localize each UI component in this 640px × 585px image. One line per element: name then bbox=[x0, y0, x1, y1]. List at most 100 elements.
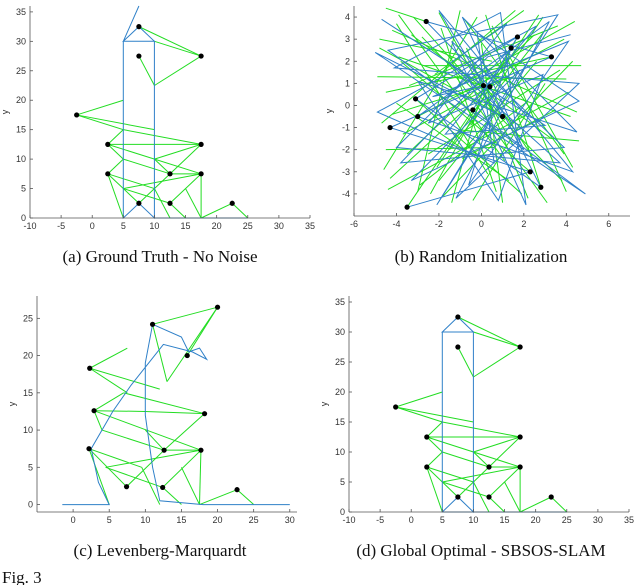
loop-edge bbox=[76, 99, 124, 116]
y-tick-label: 25 bbox=[23, 313, 33, 323]
node-point bbox=[160, 484, 166, 491]
loop-edge bbox=[426, 466, 474, 483]
loop-edge bbox=[145, 410, 205, 415]
loop-edge bbox=[488, 496, 505, 513]
loop-edge bbox=[473, 331, 521, 348]
loop-edge bbox=[166, 306, 218, 382]
x-tick-label: 2 bbox=[521, 219, 526, 229]
x-tick-label: -10 bbox=[23, 221, 36, 231]
node-point bbox=[198, 141, 204, 147]
loop-edge bbox=[154, 143, 202, 160]
node-point bbox=[136, 200, 142, 206]
chart-panel-b: -6 -4 -2 0 2 4 6 -4 -3 -2 -1 0 1 2 3 4 y bbox=[324, 6, 630, 229]
y-tick-label: 30 bbox=[16, 36, 26, 46]
loop-edge bbox=[107, 144, 124, 160]
x-tick-label: -2 bbox=[435, 219, 443, 229]
landmark-nodes bbox=[387, 18, 555, 210]
loop-edge bbox=[154, 158, 171, 175]
plot-area bbox=[349, 296, 629, 512]
node-point bbox=[214, 304, 221, 310]
loop-edge bbox=[395, 406, 474, 423]
y-tick-label: 15 bbox=[335, 417, 345, 427]
loop-edge bbox=[89, 367, 160, 390]
x-tick-label: 20 bbox=[212, 221, 222, 231]
loop-edge bbox=[457, 316, 521, 348]
y-tick-label: 25 bbox=[335, 357, 345, 367]
node-point bbox=[508, 45, 514, 51]
loop-edge bbox=[385, 146, 495, 151]
loop-edge bbox=[426, 436, 443, 453]
x-tick-label: 15 bbox=[500, 515, 510, 525]
x-tick-label: 6 bbox=[606, 219, 611, 229]
node-point bbox=[198, 53, 204, 59]
y-tick-label: 10 bbox=[16, 154, 26, 164]
loop-edge bbox=[519, 496, 552, 513]
y-tick-label: 20 bbox=[23, 351, 33, 361]
node-point bbox=[387, 124, 393, 131]
node-point bbox=[136, 24, 142, 30]
x-tick-label: 0 bbox=[90, 221, 95, 231]
x-tick-label: 20 bbox=[213, 515, 223, 525]
loop-edge bbox=[199, 489, 238, 506]
node-point bbox=[149, 321, 156, 327]
node-point bbox=[517, 464, 523, 470]
x-tick-label: 25 bbox=[243, 221, 253, 231]
y-tick-label: -2 bbox=[342, 145, 350, 155]
y-tick-label: 5 bbox=[21, 184, 26, 194]
node-point bbox=[487, 84, 493, 90]
loop-edge bbox=[426, 421, 443, 438]
x-tick-label: 10 bbox=[149, 221, 159, 231]
loop-edge bbox=[154, 188, 171, 219]
node-point bbox=[424, 464, 430, 470]
loop-edge bbox=[442, 451, 490, 468]
loop-edge bbox=[385, 7, 427, 22]
y-tick-label: 1 bbox=[345, 78, 350, 88]
y-tick-label: 25 bbox=[16, 66, 26, 76]
y-axis-label: y bbox=[319, 401, 329, 406]
node-point bbox=[455, 494, 461, 500]
loop-edge bbox=[105, 449, 202, 468]
y-tick-label: 0 bbox=[21, 213, 26, 223]
loop-edge bbox=[88, 448, 142, 468]
x-tick-label: -10 bbox=[342, 515, 355, 525]
node-point bbox=[105, 141, 111, 147]
node-point bbox=[423, 18, 429, 25]
loop-edge bbox=[485, 14, 542, 188]
y-axis-label: y bbox=[7, 401, 17, 406]
y-tick-label: 0 bbox=[28, 500, 33, 510]
loop-edge bbox=[88, 448, 110, 505]
x-tick-label: -6 bbox=[350, 219, 358, 229]
loop-edge bbox=[107, 129, 124, 145]
y-tick-label: 15 bbox=[16, 125, 26, 135]
node-point bbox=[86, 446, 92, 452]
node-point bbox=[548, 54, 555, 60]
loop-edge bbox=[186, 306, 218, 356]
x-tick-label: -5 bbox=[376, 515, 384, 525]
loop-edge bbox=[236, 489, 255, 505]
x-tick-label: 5 bbox=[440, 515, 445, 525]
loop-edge bbox=[180, 467, 200, 505]
y-tick-label: 5 bbox=[340, 477, 345, 487]
loop-edge bbox=[144, 429, 165, 451]
chart-panel-c: 0 5 10 15 20 25 30 0 5 10 15 20 25 y bbox=[7, 296, 297, 525]
y-tick-label: 5 bbox=[28, 462, 33, 472]
y-tick-label: 20 bbox=[335, 387, 345, 397]
loop-edge bbox=[152, 324, 168, 382]
loop-edge bbox=[123, 158, 171, 175]
caption-d: (d) Global Optimal - SBSOS-SLAM bbox=[356, 541, 605, 560]
loop-edge bbox=[426, 451, 443, 468]
y-tick-label: -1 bbox=[342, 123, 350, 133]
loop-edge bbox=[123, 392, 205, 415]
loop-edge bbox=[473, 436, 521, 453]
node-point bbox=[455, 314, 461, 320]
y-tick-label: 2 bbox=[345, 56, 350, 66]
node-point bbox=[455, 344, 461, 350]
x-tick-label: 35 bbox=[624, 515, 634, 525]
figure-label: Fig. 3 bbox=[2, 568, 42, 585]
node-point bbox=[480, 82, 487, 89]
loop-edge bbox=[76, 114, 124, 131]
loop-edge bbox=[473, 481, 490, 513]
node-point bbox=[538, 184, 544, 190]
loop-edge bbox=[154, 55, 202, 86]
y-tick-label: -4 bbox=[342, 189, 350, 199]
